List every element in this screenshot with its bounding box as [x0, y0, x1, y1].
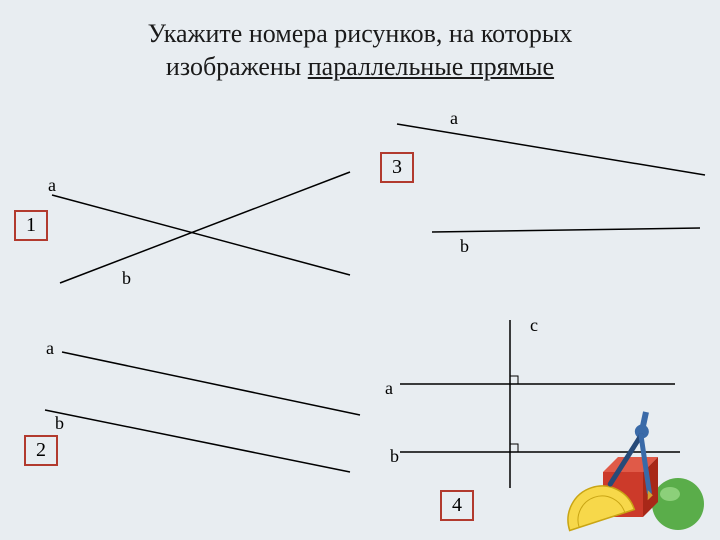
- line-label-a: a: [450, 108, 458, 129]
- figure-number-3: 3: [380, 152, 414, 183]
- line-label-a: a: [385, 378, 393, 399]
- figure-number-4: 4: [440, 490, 474, 521]
- line-label-b: b: [122, 268, 131, 289]
- line-label-c: c: [530, 315, 538, 336]
- right-angle-mark: [510, 376, 518, 384]
- line-label-b: b: [460, 236, 469, 257]
- geometry-line: [62, 352, 360, 415]
- figure-number-2: 2: [24, 435, 58, 466]
- right-angle-mark: [510, 444, 518, 452]
- geometry-line: [397, 124, 705, 175]
- math-clipart: [548, 402, 708, 532]
- line-label-b: b: [390, 446, 399, 467]
- geometry-line: [60, 172, 350, 283]
- line-label-b: b: [55, 413, 64, 434]
- geometry-line: [45, 410, 350, 472]
- geometry-line: [432, 228, 700, 232]
- line-label-a: a: [48, 175, 56, 196]
- figure-number-1: 1: [14, 210, 48, 241]
- line-label-a: a: [46, 338, 54, 359]
- geometry-line: [52, 195, 350, 275]
- sphere-highlight: [660, 487, 680, 501]
- sphere-icon: [652, 478, 704, 530]
